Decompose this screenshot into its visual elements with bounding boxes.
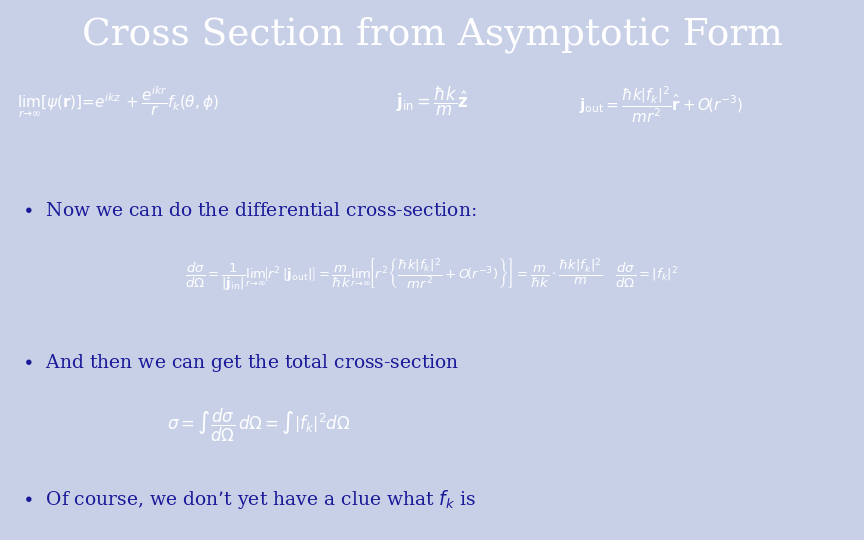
Text: $\mathbf{j}_{\mathrm{out}} = \dfrac{\hbar k\left|f_k\right|^2}{mr^2}\hat{\mathbf: $\mathbf{j}_{\mathrm{out}} = \dfrac{\hba… <box>579 84 743 125</box>
Text: Cross Section from Asymptotic Form: Cross Section from Asymptotic Form <box>81 17 783 53</box>
Text: $\dfrac{d\sigma}{d\Omega} = \dfrac{1}{|\mathbf{j}_{\mathrm{in}}|}\lim_{r\to\inft: $\dfrac{d\sigma}{d\Omega} = \dfrac{1}{|\… <box>186 256 678 293</box>
Text: $\mathbf{j}_{\mathrm{in}} = \dfrac{\hbar k}{m}\hat{\mathbf{z}}$: $\mathbf{j}_{\mathrm{in}} = \dfrac{\hbar… <box>396 84 468 118</box>
Text: $\bullet$  Of course, we don’t yet have a clue what $f_k$ is: $\bullet$ Of course, we don’t yet have a… <box>22 488 476 511</box>
Text: $\lim_{r \to \infty}\left[\psi \left(\mathbf{r}\right)\right] = e^{ikz} + \dfrac: $\lim_{r \to \infty}\left[\psi \left(\ma… <box>17 84 219 120</box>
Text: $\bullet$  Now we can do the differential cross-section:: $\bullet$ Now we can do the differential… <box>22 202 476 220</box>
Text: $\sigma = \int\dfrac{d\sigma}{d\Omega}\,d\Omega = \int\left|f_k\right|^2 d\Omega: $\sigma = \int\dfrac{d\sigma}{d\Omega}\,… <box>168 406 351 443</box>
Text: $\bullet$  And then we can get the total cross-section: $\bullet$ And then we can get the total … <box>22 352 459 374</box>
